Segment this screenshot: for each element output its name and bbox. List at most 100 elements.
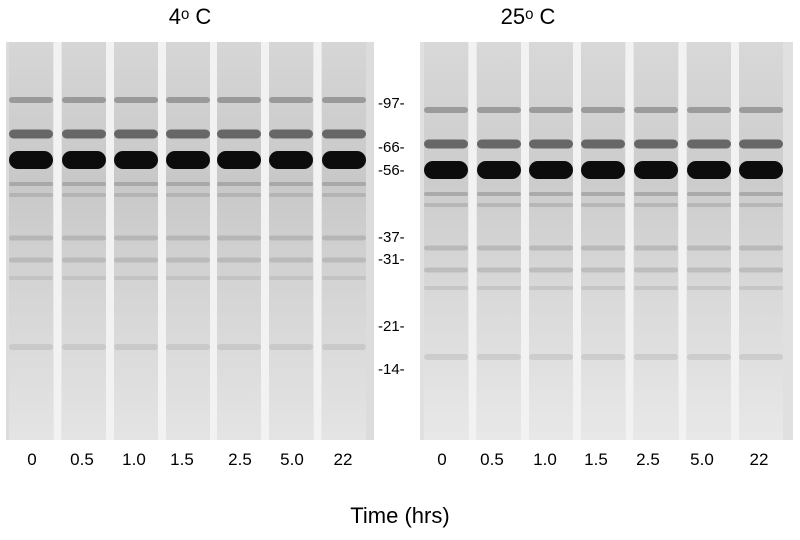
gel-band: [166, 276, 210, 280]
gel-lane: [581, 42, 625, 440]
gel-band: [166, 257, 210, 263]
gel-band: [322, 276, 366, 280]
gel-band: [269, 235, 313, 241]
gel-band: [634, 107, 678, 113]
gel-band: [634, 286, 678, 290]
gel-band: [9, 276, 53, 280]
gel-band: [322, 193, 366, 197]
lane-gap: [625, 42, 634, 440]
marker-97: -97-: [378, 95, 405, 112]
gel-band: [62, 235, 106, 241]
gel-band: [739, 139, 783, 149]
gel-band: [217, 344, 261, 350]
gel-band: [477, 192, 521, 196]
gel-band: [529, 192, 573, 196]
gel-band: [114, 276, 158, 280]
marker-66: -66-: [378, 139, 405, 156]
lane-label: 0: [437, 450, 447, 469]
gel-band: [581, 245, 625, 251]
gel-band: [634, 354, 678, 360]
lane-label: 2.5: [228, 450, 252, 469]
lane-label: 5.0: [280, 450, 304, 469]
gel-band: [581, 267, 625, 273]
gel-band: [166, 344, 210, 350]
lane-label: 0: [27, 450, 37, 469]
gel-band: [322, 235, 366, 241]
gel-band: [217, 257, 261, 263]
gel-band: [687, 139, 731, 149]
gel-band: [581, 107, 625, 113]
gel-band: [269, 151, 313, 169]
gel-band: [477, 139, 521, 149]
gel-band: [9, 129, 53, 139]
gel-band: [687, 107, 731, 113]
gel-lane: [687, 42, 731, 440]
gel-band: [634, 203, 678, 207]
gel-band: [114, 344, 158, 350]
gel-band: [62, 151, 106, 169]
gel-band: [322, 344, 366, 350]
gel-band: [217, 276, 261, 280]
lane-gap: [261, 42, 269, 440]
gel-band: [269, 129, 313, 139]
gel-lane: [322, 42, 366, 440]
gel-band: [424, 245, 468, 251]
gel-lane: [114, 42, 158, 440]
gel-band: [269, 276, 313, 280]
gel-band: [634, 139, 678, 149]
marker-31: -31-: [378, 251, 405, 268]
marker-56: -56-: [378, 162, 405, 179]
gel-lane: [634, 42, 678, 440]
gel-band: [322, 151, 366, 169]
gel-band: [62, 257, 106, 263]
gel-band: [114, 129, 158, 139]
gel-band: [166, 151, 210, 169]
gel-band: [477, 267, 521, 273]
gel-band: [114, 235, 158, 241]
lane-gap: [106, 42, 114, 440]
lane-label: 1.0: [533, 450, 557, 469]
gel-band: [687, 267, 731, 273]
gel-band: [581, 161, 625, 179]
gel-band: [217, 129, 261, 139]
gel-band: [634, 245, 678, 251]
gel-band: [687, 245, 731, 251]
gel-band: [9, 235, 53, 241]
gel-band: [217, 97, 261, 103]
gel-band: [114, 97, 158, 103]
gel-lane: [477, 42, 521, 440]
gel-band: [166, 182, 210, 186]
gel-band: [9, 151, 53, 169]
lane-label: 1.5: [584, 450, 608, 469]
lane-gap: [521, 42, 529, 440]
gel-band: [166, 235, 210, 241]
gel-band: [424, 107, 468, 113]
gel-band: [114, 193, 158, 197]
lane-label: 22: [333, 450, 353, 469]
gel-band: [9, 182, 53, 186]
gel-band: [739, 203, 783, 207]
gel-band: [687, 354, 731, 360]
lane-label: 5.0: [690, 450, 714, 469]
lane-gap: [573, 42, 581, 440]
gel-band: [166, 129, 210, 139]
gel-band: [62, 129, 106, 139]
gel-band: [424, 139, 468, 149]
marker-37: -37-: [378, 229, 405, 246]
gel-band: [217, 151, 261, 169]
gel-band: [269, 182, 313, 186]
gel-band: [739, 354, 783, 360]
lane-label: 1.0: [122, 450, 146, 469]
gel-lane: [166, 42, 210, 440]
gel-lane: [739, 42, 783, 440]
gel-band: [739, 192, 783, 196]
gel-band: [424, 192, 468, 196]
gel-band: [581, 203, 625, 207]
marker-21: -21-: [378, 318, 405, 335]
lane-gap: [468, 42, 477, 440]
gel-band: [114, 257, 158, 263]
gel-band: [581, 286, 625, 290]
lane-gap: [678, 42, 687, 440]
gel-band: [477, 245, 521, 251]
gel-band: [269, 257, 313, 263]
